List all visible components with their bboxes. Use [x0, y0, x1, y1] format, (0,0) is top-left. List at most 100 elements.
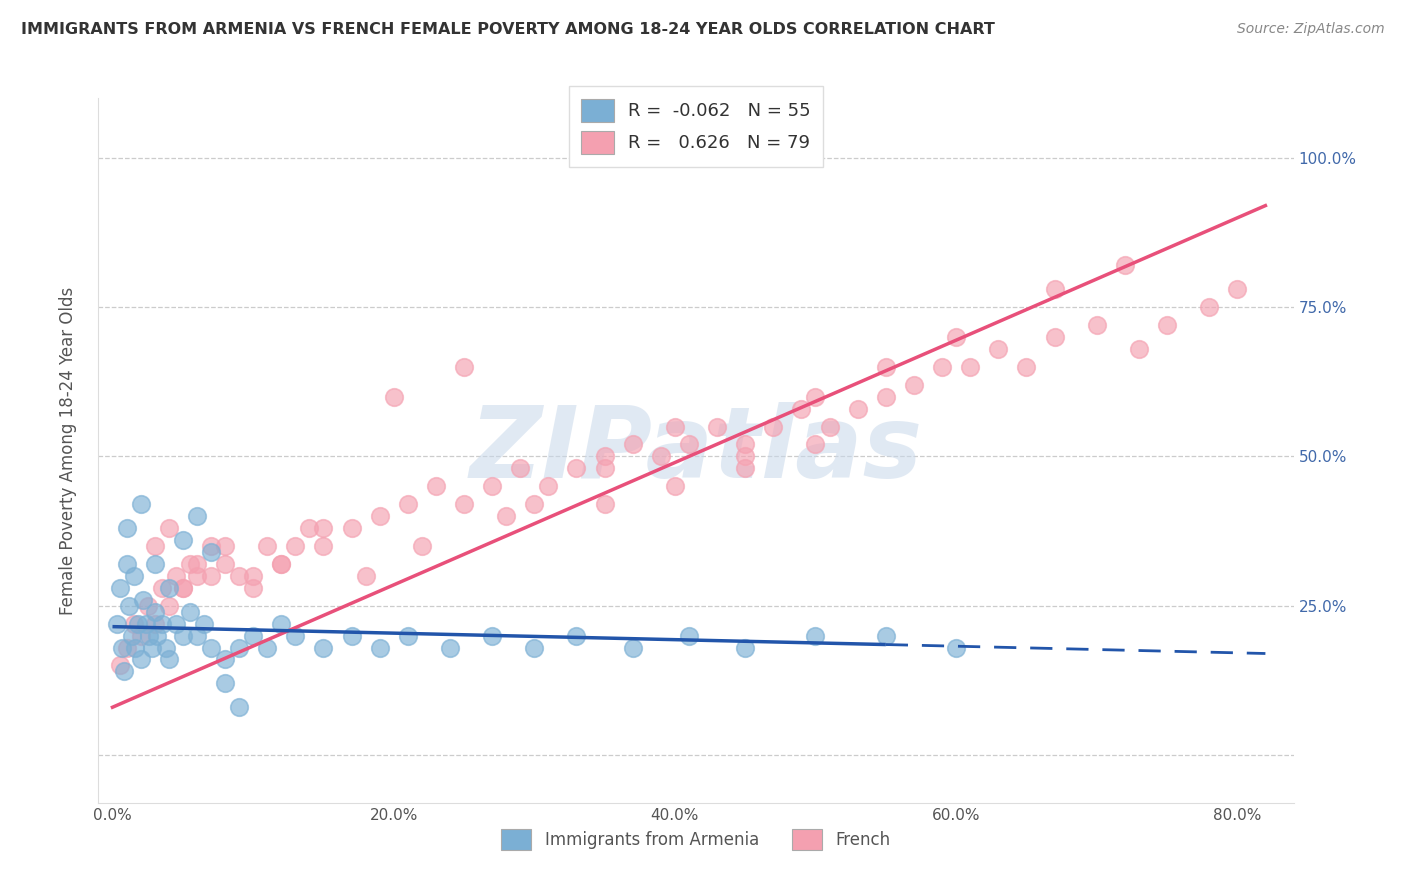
Point: [132, 592, 155, 607]
Point: [122, 569, 145, 583]
Point: [509, 461, 531, 475]
Point: [340, 521, 363, 535]
Point: [112, 665, 135, 679]
Point: [621, 640, 644, 655]
Point: [453, 497, 475, 511]
Point: [903, 377, 925, 392]
Point: [368, 509, 391, 524]
Point: [172, 533, 194, 547]
Point: [200, 545, 222, 559]
Point: [593, 497, 616, 511]
Point: [312, 640, 335, 655]
Point: [340, 629, 363, 643]
Point: [135, 616, 157, 631]
Point: [165, 616, 187, 631]
Point: [200, 569, 222, 583]
Point: [143, 605, 166, 619]
Point: [214, 539, 236, 553]
Point: [143, 557, 166, 571]
Point: [875, 390, 897, 404]
Point: [143, 616, 166, 631]
Point: [129, 652, 152, 666]
Point: [179, 605, 201, 619]
Point: [1015, 359, 1038, 374]
Point: [157, 652, 180, 666]
Point: [129, 629, 152, 643]
Point: [368, 640, 391, 655]
Point: [298, 521, 321, 535]
Point: [931, 359, 953, 374]
Point: [664, 419, 686, 434]
Point: [1043, 282, 1066, 296]
Point: [396, 629, 419, 643]
Point: [200, 539, 222, 553]
Point: [523, 497, 546, 511]
Point: [108, 581, 131, 595]
Point: [382, 390, 405, 404]
Point: [242, 629, 264, 643]
Y-axis label: Female Poverty Among 18-24 Year Olds: Female Poverty Among 18-24 Year Olds: [59, 286, 77, 615]
Point: [1114, 258, 1136, 272]
Point: [115, 640, 138, 655]
Point: [270, 616, 292, 631]
Point: [593, 461, 616, 475]
Point: [678, 437, 700, 451]
Point: [111, 640, 134, 655]
Point: [155, 640, 177, 655]
Point: [481, 479, 503, 493]
Point: [143, 539, 166, 553]
Point: [425, 479, 447, 493]
Point: [146, 629, 169, 643]
Point: [987, 342, 1010, 356]
Point: [172, 581, 194, 595]
Point: [945, 640, 967, 655]
Point: [411, 539, 433, 553]
Point: [186, 509, 208, 524]
Point: [1128, 342, 1150, 356]
Point: [118, 599, 141, 613]
Point: [179, 557, 201, 571]
Point: [734, 461, 756, 475]
Legend: Immigrants from Armenia, French: Immigrants from Armenia, French: [494, 821, 898, 858]
Point: [790, 401, 813, 416]
Point: [228, 569, 250, 583]
Point: [396, 497, 419, 511]
Point: [1043, 330, 1066, 344]
Point: [214, 676, 236, 690]
Point: [495, 509, 517, 524]
Point: [762, 419, 785, 434]
Point: [664, 479, 686, 493]
Point: [122, 616, 145, 631]
Point: [875, 359, 897, 374]
Point: [284, 629, 307, 643]
Point: [228, 640, 250, 655]
Point: [165, 569, 187, 583]
Point: [115, 521, 138, 535]
Point: [1085, 318, 1108, 332]
Point: [804, 390, 827, 404]
Point: [200, 640, 222, 655]
Point: [115, 557, 138, 571]
Point: [734, 450, 756, 464]
Point: [141, 640, 163, 655]
Point: [214, 652, 236, 666]
Point: [439, 640, 461, 655]
Point: [136, 599, 159, 613]
Text: ZIPatlas: ZIPatlas: [470, 402, 922, 499]
Point: [124, 640, 146, 655]
Point: [734, 437, 756, 451]
Point: [214, 557, 236, 571]
Point: [650, 450, 672, 464]
Point: [242, 569, 264, 583]
Point: [523, 640, 546, 655]
Point: [256, 539, 278, 553]
Point: [242, 581, 264, 595]
Point: [354, 569, 377, 583]
Point: [228, 700, 250, 714]
Point: [121, 629, 143, 643]
Point: [157, 599, 180, 613]
Point: [138, 629, 160, 643]
Point: [129, 497, 152, 511]
Point: [1198, 300, 1220, 314]
Point: [706, 419, 728, 434]
